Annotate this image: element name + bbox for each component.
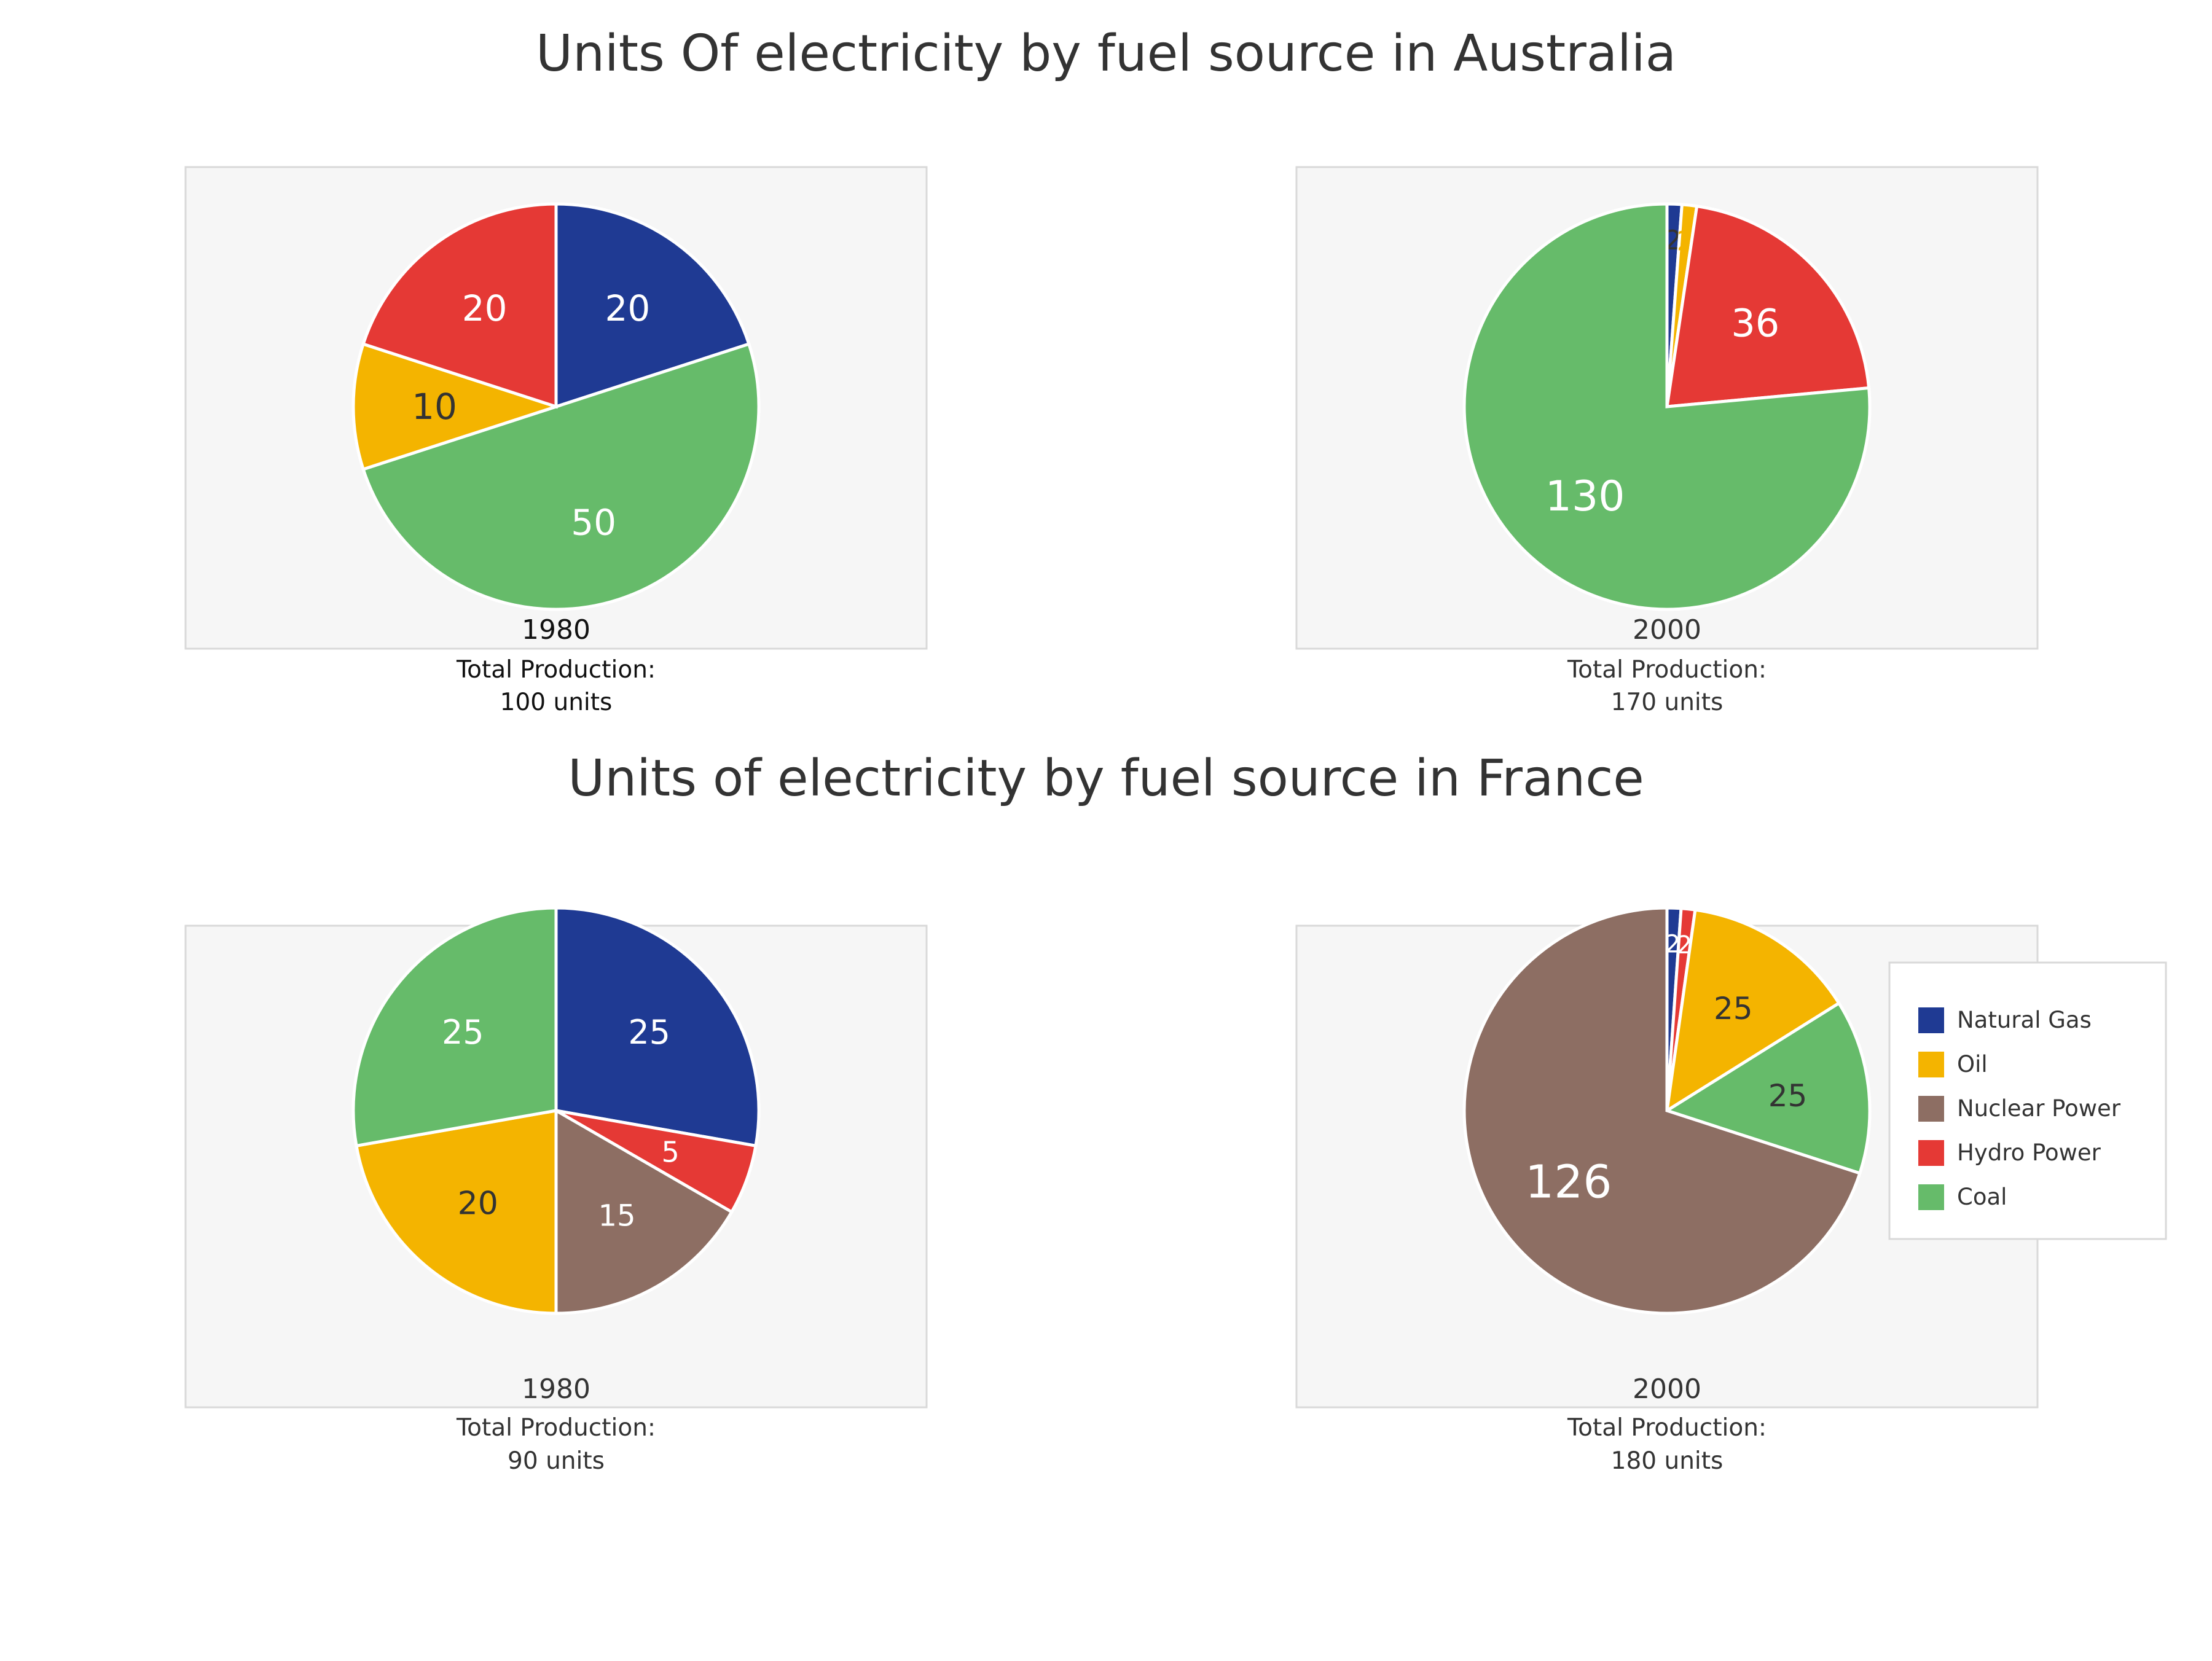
pie-slice-oil <box>1665 908 1841 1114</box>
pie-slice-coal <box>361 342 761 611</box>
pie-slice-nuclear-power <box>554 1108 734 1315</box>
legend: Natural Gas Oil Nuclear Power Hydro Power Co… <box>1888 961 2167 1240</box>
legend-label-natural-gas: Natural Gas <box>1957 1007 2092 1033</box>
slice-value-label: 36 <box>1731 300 1779 345</box>
legend-swatch-coal <box>1918 1184 1944 1210</box>
pie-slice-hydro-power <box>361 202 558 409</box>
year-label: 2000 <box>1633 1374 1701 1405</box>
slice-value-label: 20 <box>458 1186 498 1222</box>
legend-label-nuclear-power: Nuclear Power <box>1957 1095 2121 1122</box>
slice-value-label: 15 <box>598 1199 635 1233</box>
slice-value-label: 25 <box>1768 1078 1808 1114</box>
slice-value-label: 50 <box>571 501 616 543</box>
legend-items: Natural Gas Oil Nuclear Power Hydro Power Co… <box>1918 1007 2121 1210</box>
legend-swatch-oil <box>1918 1052 1944 1077</box>
total-label: Total Production: <box>1567 1414 1767 1442</box>
year-label: 1980 <box>522 1374 590 1405</box>
pie-slice-nuclear-power <box>1462 906 1862 1315</box>
year-label: 1980 <box>522 614 590 646</box>
slice-value-label: 126 <box>1525 1155 1612 1208</box>
legend-swatch-nuclear-power <box>1918 1096 1944 1122</box>
pie-slice-hydro-power <box>1665 204 1871 408</box>
pie-slice-coal <box>1663 1001 1872 1176</box>
slice-value-label: 5 <box>661 1136 679 1169</box>
slice-value-label: 25 <box>1714 991 1753 1026</box>
pie-slice-oil <box>355 1109 558 1315</box>
slice-value-label: 25 <box>628 1013 670 1052</box>
pie-slice-oil <box>351 342 562 472</box>
pie-france-1980: 25 5 15 20 25 <box>351 906 761 1315</box>
legend-label-coal: Coal <box>1957 1184 2007 1210</box>
pie-slice-coal <box>351 906 558 1148</box>
total-value: 100 units <box>500 689 613 716</box>
legend-label-oil: Oil <box>1957 1051 1988 1077</box>
legend-label-hydro-power: Hydro Power <box>1957 1139 2101 1166</box>
total-label: Total Production: <box>456 656 656 684</box>
pie-australia-1980: 20 50 10 20 <box>351 202 761 611</box>
pie-slice-natural-gas <box>554 906 761 1148</box>
slice-value-label: 130 <box>1545 472 1625 521</box>
total-value: 170 units <box>1611 689 1724 716</box>
slice-value-label: 20 <box>605 287 650 329</box>
slice-value-label: 25 <box>442 1013 484 1052</box>
total-label: Total Production: <box>456 1414 656 1442</box>
slice-value-label: 20 <box>462 287 508 329</box>
pie-slice-coal <box>1462 202 1872 611</box>
section-title-australia: Units Of electricity by fuel source in A… <box>536 25 1676 83</box>
total-label: Total Production: <box>1567 656 1767 684</box>
year-label: 2000 <box>1633 614 1701 646</box>
slice-value-label: 10 <box>412 386 457 428</box>
total-value: 180 units <box>1611 1447 1724 1475</box>
section-title-france: Units of electricity by fuel source in F… <box>568 749 1644 808</box>
pie-slice-natural-gas <box>554 202 751 409</box>
legend-swatch-hydro-power <box>1918 1140 1944 1166</box>
legend-swatch-natural-gas <box>1918 1007 1944 1033</box>
total-value: 90 units <box>508 1447 605 1475</box>
